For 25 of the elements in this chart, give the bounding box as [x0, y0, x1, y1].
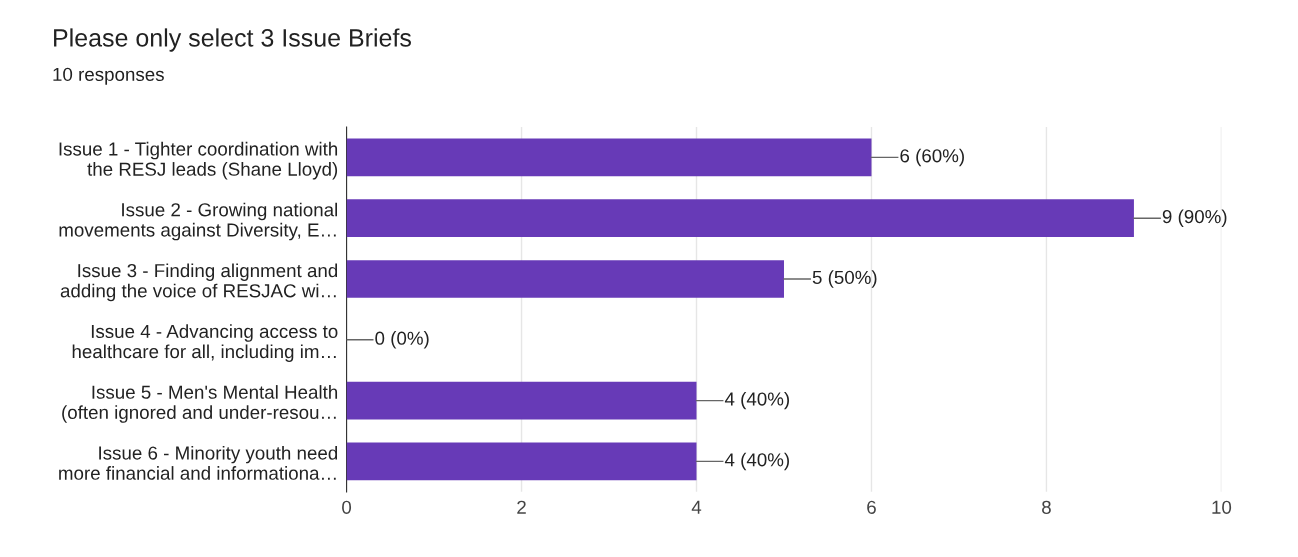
x-tick-label: 6 — [867, 500, 876, 514]
y-tick-label: Issue 5 - Men's Mental Health (often ignored and under-resou… — [62, 385, 338, 423]
bar — [346, 381, 697, 420]
y-tick-label: Issue 3 - Finding alignment and adding the voice of RESJAC wi… — [60, 263, 338, 302]
y-tick-label: Issue 1 - Tighter coordination with the RESJ leads (Shane Lloyd) — [59, 141, 338, 180]
x-tick-label: 2 — [517, 500, 526, 514]
text: 10 responses — [53, 67, 164, 85]
x-tick-label: 0 — [342, 500, 352, 514]
bar — [346, 138, 872, 177]
bar — [346, 199, 1134, 238]
bar — [346, 260, 784, 298]
data-label: 0 (0%) — [375, 331, 429, 349]
x-tick-label: 8 — [1042, 500, 1051, 514]
data-label: 6 (60%) — [900, 148, 964, 167]
data-label: 9 (90%) — [1162, 209, 1227, 227]
bar — [346, 442, 697, 481]
y-tick-label: Issue 4 - Advancing access to healthcare for all, including im… — [72, 324, 338, 362]
chart-title: Please only select 3 Issue Briefs — [54, 28, 411, 52]
data-label: 4 (40%) — [724, 391, 789, 410]
data-label: 4 (40%) — [724, 452, 789, 471]
x-tick-label: 4 — [691, 500, 702, 514]
y-tick-label: Issue 2 - Growing national movements against Diversity, E… — [59, 202, 337, 241]
data-label: 5 (50%) — [812, 270, 877, 288]
y-tick-label: Issue 6 - Minority youth need more financial and informationa… — [59, 445, 338, 480]
x-tick-label: 10 — [1212, 500, 1232, 514]
